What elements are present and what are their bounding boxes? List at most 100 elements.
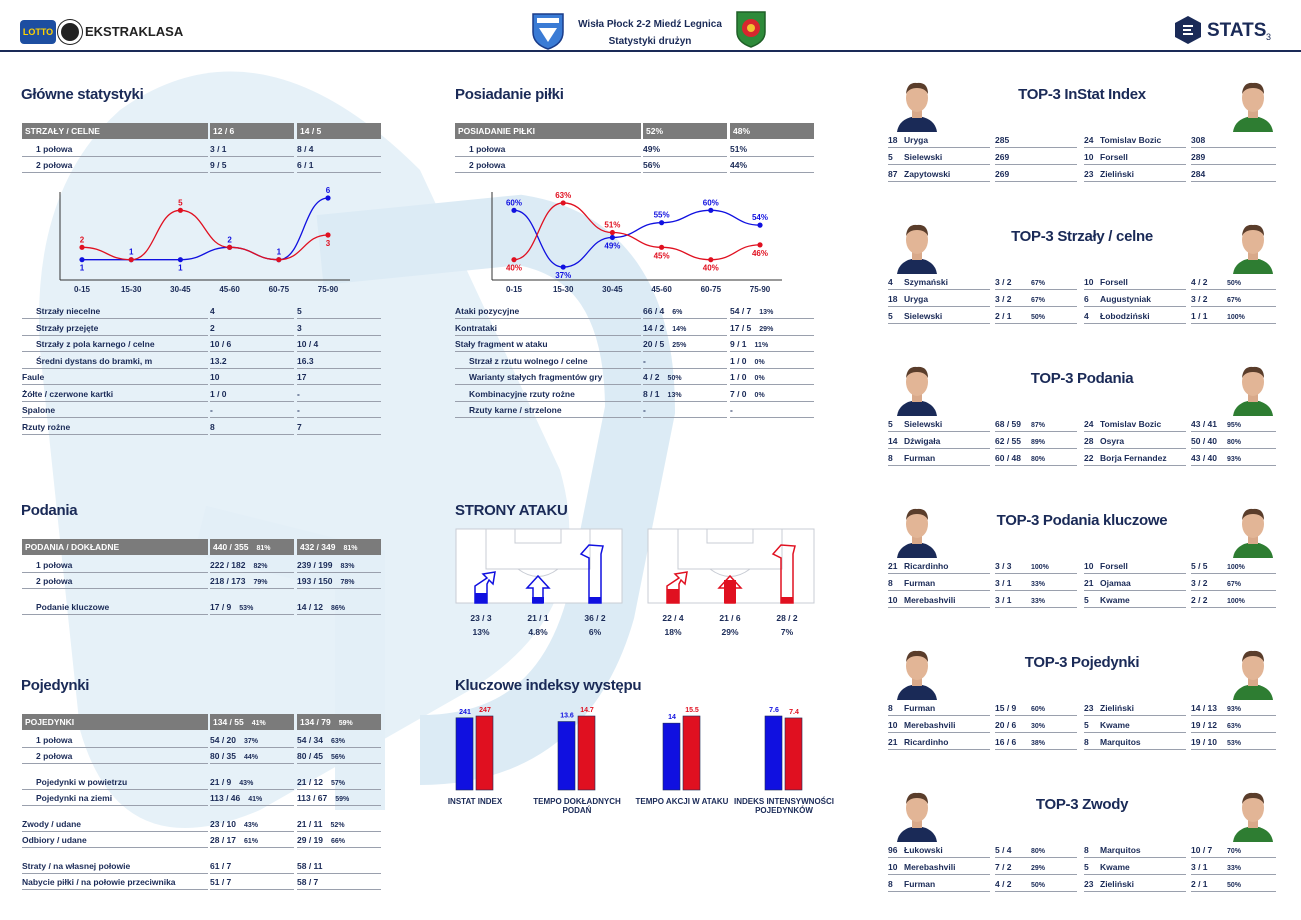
chart-point — [609, 234, 615, 241]
attack-pitch — [455, 528, 623, 604]
table-header-row: STRZAŁY / CELNE 12 / 6 14 / 5 — [22, 123, 382, 140]
home-player: 10 Merebashvili — [888, 860, 990, 875]
table-row: Żółte / czerwone kartki 1 / 0 - — [22, 387, 382, 404]
row-home-value-value: 10 / 6 — [210, 339, 232, 349]
away-value: 50 / 40 80% — [1191, 434, 1276, 449]
chart-point — [79, 244, 85, 250]
row-away-value-percent: 0% — [754, 391, 765, 399]
attack-side-percent: 6% — [589, 627, 602, 637]
home-value: 269 — [995, 150, 1077, 165]
table-row: 2 połowa 218 / 173 79% 193 / 150 78% — [22, 574, 382, 591]
table-row: Stały fragment w ataku 20 / 5 25% 9 / 1 11% — [455, 337, 815, 354]
row-label: 2 połowa — [22, 158, 208, 173]
stat-value: 50 / 40 — [1191, 435, 1217, 446]
index-label: TEMPO DOKŁADNYCH PODAŃ — [533, 797, 621, 815]
away-player: 23 Zieliński — [1084, 877, 1186, 892]
row-away-value-value: 58 / 7 — [297, 877, 319, 887]
stat-value: 19 / 12 — [1191, 719, 1217, 730]
attack-side-level-fill — [724, 580, 736, 603]
index-value-home: 7.6 — [769, 707, 779, 714]
row-home-value-value: 10 — [210, 372, 220, 382]
row-label-value: 1 połowa — [36, 734, 73, 745]
row-label: Strzały przejęte — [22, 321, 208, 336]
row-label: 1 połowa — [22, 733, 208, 748]
row-label-value: Średni dystans do bramki, m — [36, 355, 153, 366]
row-away-value-value: 6 / 1 — [297, 160, 314, 170]
attack-side-count: 36 / 2 — [584, 613, 606, 623]
row-home-value: 80 / 35 44% — [210, 749, 294, 764]
ekstraklasa-ball-icon — [58, 20, 82, 44]
row-away-value: - — [297, 387, 381, 402]
row-home-value-value: 66 / 4 — [643, 306, 665, 316]
row-away-value-percent: 0% — [754, 375, 765, 382]
stat-value: 269 — [995, 168, 1010, 179]
chart-data-label: 2 — [227, 235, 232, 244]
row-label: Żółte / czerwone kartki — [22, 387, 208, 402]
passes-title: Podania — [21, 502, 78, 519]
table-row: Kontrataki 14 / 2 14% 17 / 5 29% — [455, 321, 815, 338]
table-row: Rzuty karne / strzelone - - — [455, 403, 815, 420]
home-value: 15 / 9 60% — [995, 701, 1077, 716]
top3-table: 8 Furman 15 / 9 60% 23 Zieliński 14 / 13 93% 10 M… — [888, 701, 1276, 751]
row-home-value: 9 / 5 — [210, 158, 294, 173]
chart-tick-label: 0-15 — [74, 285, 91, 294]
attack-arrow-icon — [579, 544, 604, 604]
away-player: 23 Zieliński — [1084, 701, 1186, 716]
row-label: Odbiory / udane — [22, 833, 208, 848]
row-label-value: Strzał z rzutu wolnego / celne — [469, 355, 588, 366]
player-number: 10 — [1084, 151, 1094, 162]
stat-value: 4 / 2 — [1191, 277, 1208, 287]
attack-side-percent: 4.8% — [528, 627, 548, 637]
player-name: Uryga — [904, 135, 929, 145]
row-away-value-percent: 59% — [335, 796, 350, 803]
home-value: 62 / 55 89% — [995, 434, 1077, 449]
header-label: PODANIA / DOKŁADNE — [22, 539, 208, 555]
row-label-value: 1 połowa — [36, 143, 73, 154]
away-value: 2 / 2 100% — [1191, 593, 1276, 608]
home-value: 68 / 59 87% — [995, 417, 1077, 432]
row-away-value-percent: 0% — [754, 358, 765, 366]
row-label: 2 połowa — [22, 749, 208, 764]
row-label-value: 1 połowa — [469, 143, 506, 154]
away-player: 8 Marquitos — [1084, 735, 1186, 750]
player-name: Kwame — [1100, 861, 1130, 872]
row-away-value-percent: 57% — [331, 779, 346, 787]
home-value: 3 / 2 67% — [995, 292, 1077, 307]
player-number: 96 — [888, 845, 898, 855]
key-indexes-title: Kluczowe indeksy występu — [455, 677, 642, 694]
header-label-value: STRZAŁY / CELNE — [25, 126, 100, 136]
row-home-value: 13.2 — [210, 354, 294, 369]
row-label-value: Odbiory / udane — [22, 835, 87, 845]
chart-tick-label: 60-75 — [269, 285, 290, 294]
index-bar-away — [682, 715, 701, 791]
stat-value: 43 / 40 — [1191, 452, 1217, 463]
row-home-value: 51 / 7 — [210, 875, 294, 890]
header-home: 52% — [643, 123, 727, 139]
home-player: 8 Furman — [888, 451, 990, 466]
player-name: Furman — [904, 452, 936, 463]
index-value-away: 15.5 — [685, 707, 699, 714]
top3-table: 96 Łukowski 5 / 4 80% 8 Marquitos 10 / 7 70% 10 M… — [888, 843, 1276, 893]
home-value: 2 / 1 50% — [995, 309, 1077, 324]
row-away-value: 9 / 1 11% — [730, 337, 814, 352]
home-value: 7 / 2 29% — [995, 860, 1077, 875]
row-home-value-value: 49% — [643, 143, 661, 154]
stat-value: 2 / 2 — [1191, 594, 1208, 605]
duels-table: POJEDYNKI 134 / 55 41% 134 / 79 59% 1 połowa 5… — [22, 714, 382, 892]
row-home-value: 54 / 20 37% — [210, 733, 294, 748]
row-label-value: 2 połowa — [36, 576, 73, 586]
away-player: 10 Forsell — [1084, 150, 1186, 165]
row-home-value: 14 / 2 14% — [643, 321, 727, 336]
stat-value: 3 / 2 — [995, 293, 1012, 304]
table-row: Faule 10 17 — [22, 370, 382, 387]
player-number: 87 — [888, 168, 898, 179]
row-home-value: 8 — [210, 420, 294, 435]
row-away-value-value: 5 — [297, 306, 302, 316]
chart-point — [757, 222, 763, 228]
row-home-value: 3 / 1 — [210, 142, 294, 157]
player-number: 23 — [1084, 878, 1094, 889]
player-name: Kwame — [1100, 594, 1130, 605]
chart-point — [757, 242, 763, 248]
chart-point — [511, 257, 517, 263]
stat-percent: 33% — [1031, 597, 1046, 605]
